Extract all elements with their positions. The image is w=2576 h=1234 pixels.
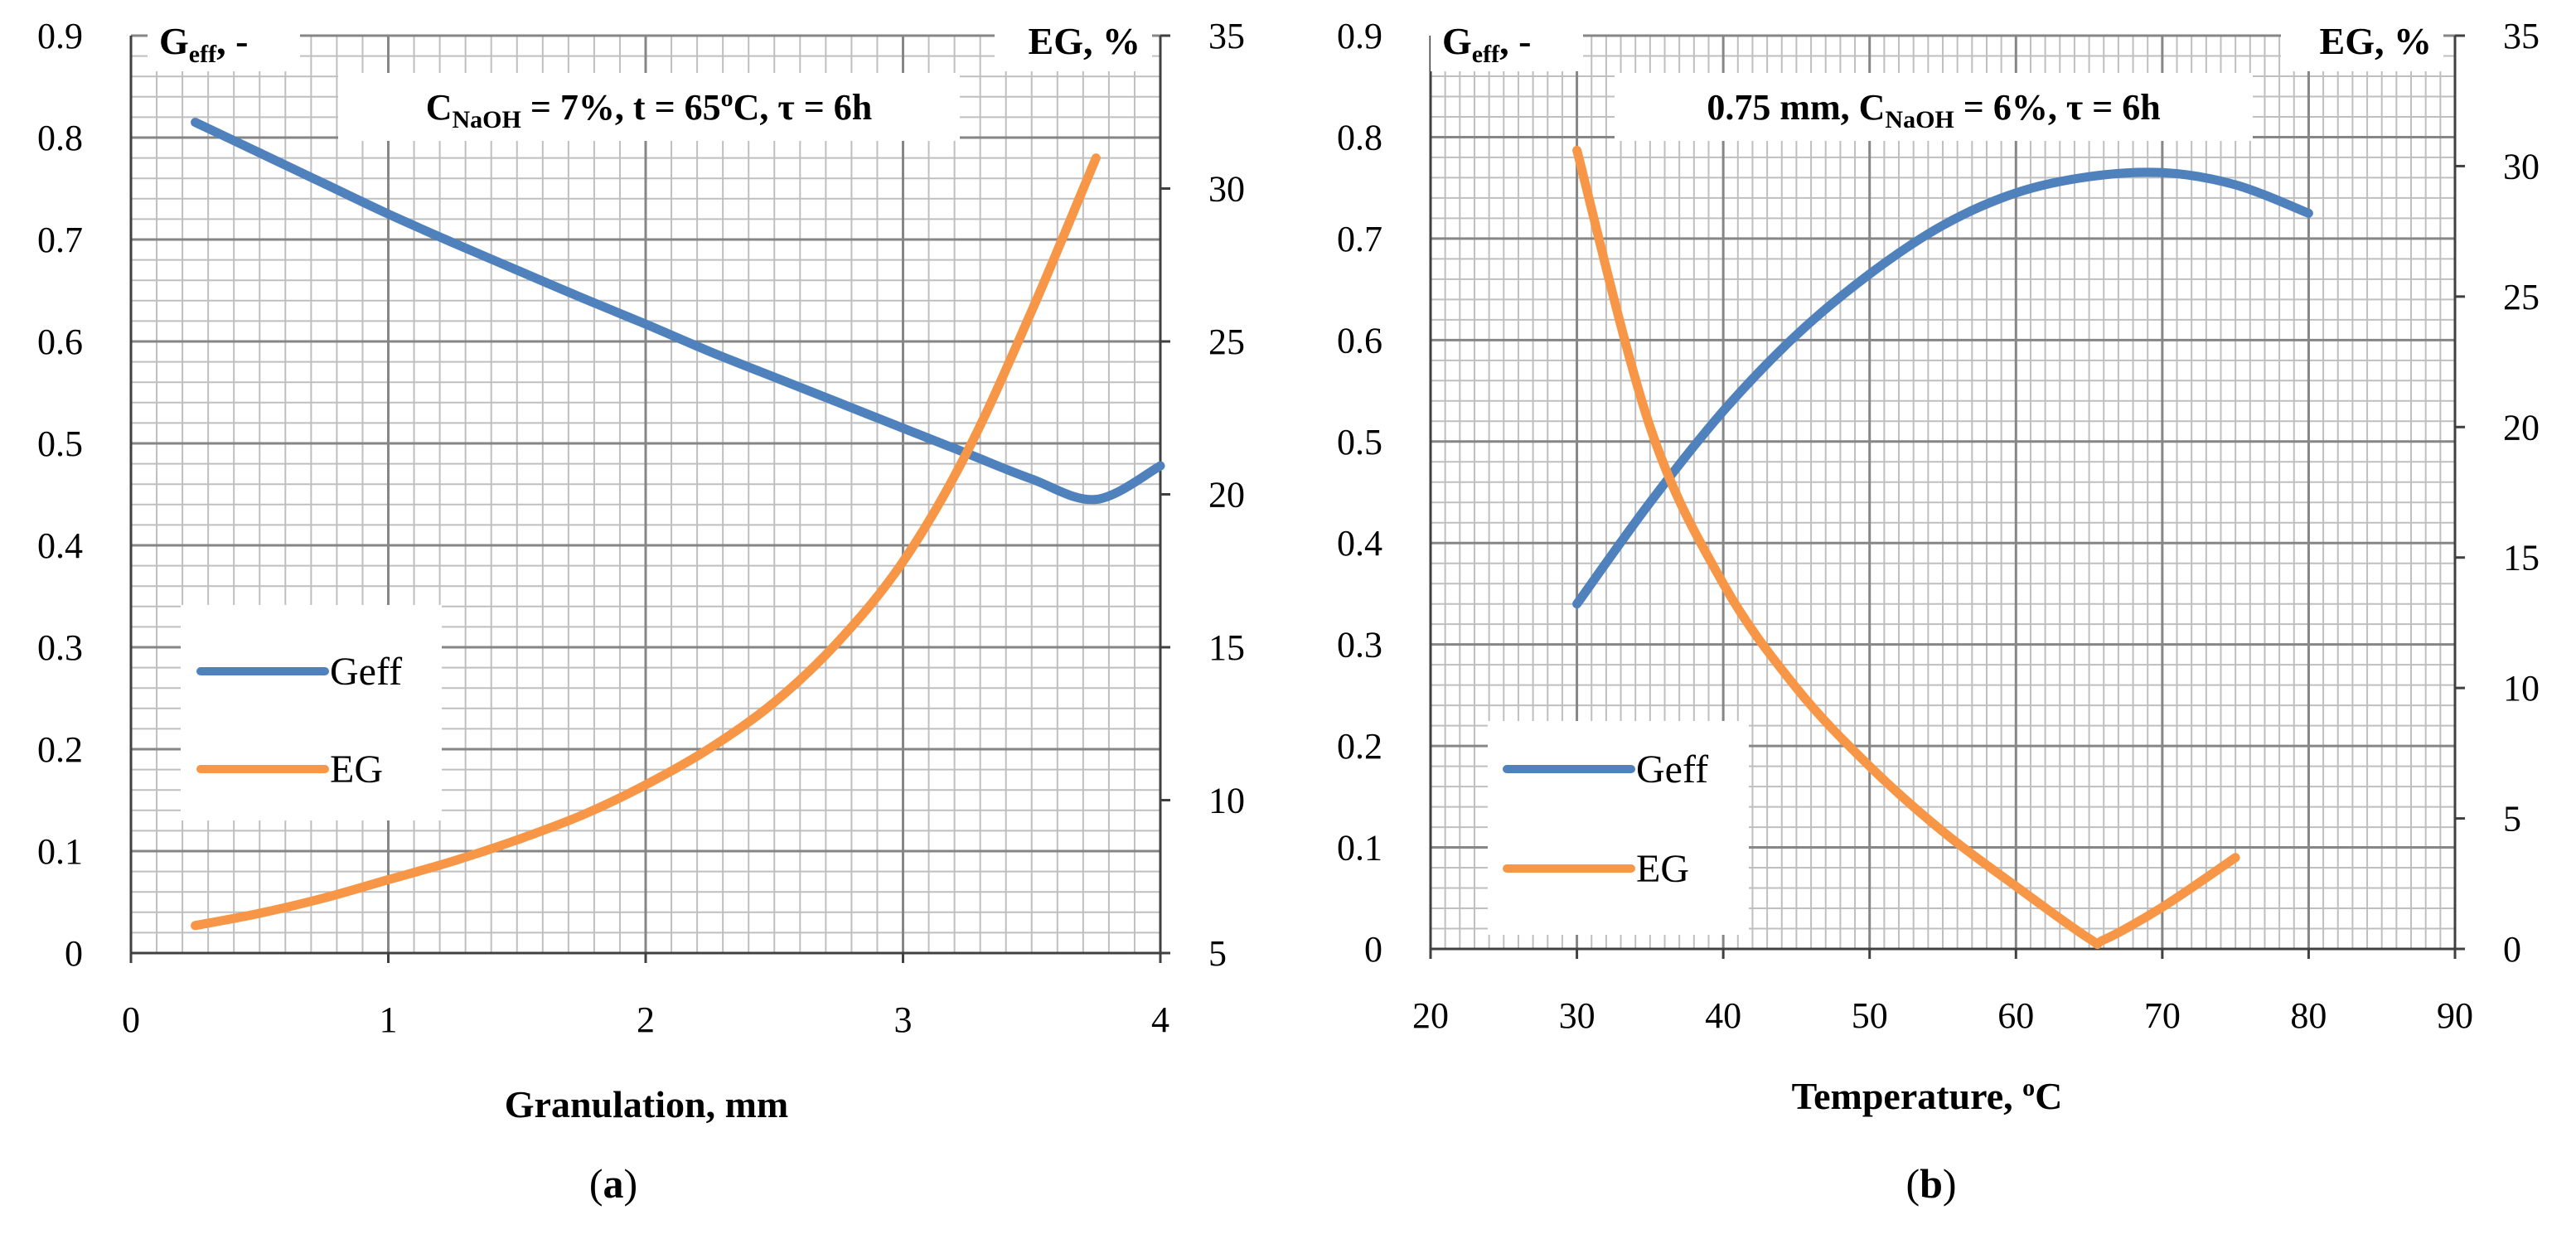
- y-left-tick-label: 0.1: [37, 831, 83, 872]
- y-right-tick-label: 35: [1208, 16, 1245, 56]
- y-right-tick-label: 30: [1208, 169, 1245, 210]
- legend-a: [181, 605, 442, 820]
- y-left-tick-label: 0.3: [1337, 625, 1382, 665]
- y-left-tick-label: 0.9: [37, 16, 83, 56]
- x-tick-label: 0: [122, 999, 140, 1040]
- y-right-tick-label: 5: [1208, 933, 1227, 974]
- x-tick-label: 80: [2290, 995, 2327, 1036]
- legend-label-geff-a: Geff: [330, 650, 402, 694]
- x-axis-title-b: Temperature, oC: [1792, 1074, 2063, 1117]
- y-left-tick-label: 0.5: [37, 423, 83, 464]
- y-right-tick-label: 30: [2503, 146, 2540, 186]
- y-left-tick-label: 0.8: [37, 118, 83, 158]
- y-left-tick-label: 0.5: [1337, 422, 1382, 462]
- series-line-geff-b: [1572, 167, 2313, 609]
- series-line-eg-a: [191, 153, 1101, 931]
- y-right-tick-label: 20: [2503, 407, 2540, 448]
- y-right-tick-label: 10: [1208, 781, 1245, 821]
- right-axis-title-a: EG, %: [1029, 20, 1140, 62]
- x-tick-label: 90: [2437, 995, 2473, 1036]
- x-tick-label: 50: [1852, 995, 1888, 1036]
- y-left-tick-label: 0: [1364, 929, 1382, 970]
- y-left-tick-label: 0.6: [37, 322, 83, 362]
- legend-label-geff-b: Geff: [1636, 748, 1708, 791]
- y-left-tick-label: 0.4: [1337, 523, 1382, 564]
- x-tick-label: 60: [1997, 995, 2034, 1036]
- y-left-tick-label: 0.4: [37, 525, 83, 566]
- panel-label-b: (b): [1905, 1160, 1956, 1207]
- series-b: [1572, 146, 2313, 950]
- left-axis-title-a: Geff, -: [159, 20, 248, 68]
- series-line-geff-a: [191, 118, 1165, 505]
- y-left-tick-label: 0.6: [1337, 320, 1382, 361]
- series-line-eg-b: [1572, 146, 2240, 950]
- right-axis-title-b: EG, %: [2320, 20, 2432, 62]
- grid-a: [129, 34, 1162, 955]
- y-left-tick-label: 0.1: [1337, 828, 1382, 869]
- y-left-tick-label: 0: [65, 933, 83, 974]
- ticks-b: 20 30 40 50 60 70 80 9000.10.20.30.40.50.60.70.…: [1337, 16, 2540, 1036]
- x-tick-label: 70: [2144, 995, 2181, 1036]
- condition-text-a: CNaOH = 7%, t = 65oC, τ = 6h: [426, 85, 873, 133]
- x-tick-label: 1: [380, 999, 398, 1040]
- legend-b: [1488, 721, 1749, 935]
- y-left-tick-label: 0.3: [37, 627, 83, 668]
- y-right-tick-label: 5: [2503, 799, 2521, 840]
- y-right-tick-label: 25: [1208, 322, 1245, 362]
- y-right-tick-label: 15: [1208, 627, 1245, 668]
- y-right-tick-label: 0: [2503, 929, 2521, 970]
- chart-panel-b: 20 30 40 50 60 70 80 9000.10.20.30.40.50.60.70.…: [1337, 16, 2540, 1207]
- corner-right-bg-a: [995, 20, 1152, 71]
- y-right-tick-label: 15: [2503, 538, 2540, 578]
- corner-left-bg-b: [1431, 20, 1583, 71]
- panel-label-a: (a): [589, 1160, 637, 1207]
- condition-box-b: [1615, 73, 2253, 141]
- y-left-tick-label: 0.2: [37, 729, 83, 770]
- y-right-tick-label: 25: [2503, 277, 2540, 317]
- y-left-tick-label: 0.7: [37, 220, 83, 260]
- x-tick-label: 2: [637, 999, 655, 1040]
- y-right-tick-label: 35: [2503, 16, 2540, 56]
- condition-box-a: [338, 73, 960, 141]
- series-a: [191, 118, 1165, 931]
- x-tick-label: 30: [1559, 995, 1595, 1036]
- y-left-tick-label: 0.9: [1337, 16, 1382, 56]
- y-left-tick-label: 0.7: [1337, 219, 1382, 259]
- y-right-tick-label: 20: [1208, 475, 1245, 515]
- condition-text-b: 0.75 mm, CNaOH = 6%, τ = 6h: [1707, 87, 2160, 133]
- corner-left-bg-a: [148, 20, 300, 71]
- ticks-a: 0 1 2 3 4 0 0.1 0.2 0.3 0.4 0.5 0.6 0.7 0.8 0.9 5 10 15 20…: [37, 16, 1245, 1040]
- y-left-tick-label: 0.8: [1337, 117, 1382, 157]
- corner-right-bg-b: [2281, 20, 2443, 71]
- chart-panel-a: 0 1 2 3 4 0 0.1 0.2 0.3 0.4 0.5 0.6 0.7 0.8 0.9 5 10 15 20…: [37, 16, 1245, 1207]
- y-right-tick-label: 10: [2503, 668, 2540, 709]
- left-axis-title-b: Geff, -: [1442, 20, 1531, 68]
- x-tick-label: 40: [1705, 995, 1741, 1036]
- x-axis-title-a: Granulation, mm: [505, 1083, 788, 1125]
- legend-label-eg-a: EG: [330, 748, 383, 791]
- y-left-tick-label: 0.2: [1337, 726, 1382, 767]
- x-tick-label: 20: [1412, 995, 1449, 1036]
- legend-label-eg-b: EG: [1636, 847, 1689, 891]
- x-tick-label: 4: [1151, 999, 1169, 1040]
- x-tick-label: 3: [894, 999, 913, 1040]
